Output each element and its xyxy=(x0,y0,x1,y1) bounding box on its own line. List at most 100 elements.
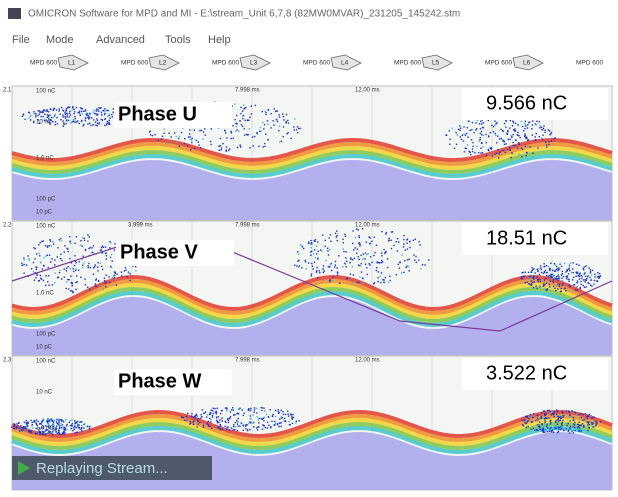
panel-id: 2.3 xyxy=(3,358,12,364)
pd-dot xyxy=(265,134,266,135)
pd-dot xyxy=(64,277,65,278)
pd-dot xyxy=(553,275,554,276)
pd-dot xyxy=(197,421,198,422)
pd-dot xyxy=(220,149,221,150)
pd-dot xyxy=(66,121,67,122)
pd-dot xyxy=(523,425,524,426)
pd-dot xyxy=(557,285,558,286)
pd-dot xyxy=(253,412,254,413)
pd-dot xyxy=(544,420,545,421)
pd-dot xyxy=(291,418,292,419)
status-text: Replaying Stream... xyxy=(36,460,168,477)
pd-dot xyxy=(352,283,353,284)
pd-dot xyxy=(56,117,57,118)
pd-dot xyxy=(472,122,473,123)
pd-dot xyxy=(243,425,244,426)
pd-dot xyxy=(41,111,42,112)
pd-dot xyxy=(95,113,96,114)
pd-dot xyxy=(535,140,536,141)
pd-dot xyxy=(36,253,37,254)
pd-dot xyxy=(553,282,554,283)
pd-dot xyxy=(41,422,42,423)
pd-dot xyxy=(268,417,269,418)
pd-dot xyxy=(330,234,331,235)
pd-dot xyxy=(321,250,322,251)
pd-dot xyxy=(475,122,476,123)
pd-dot xyxy=(235,131,236,132)
pd-dot xyxy=(524,133,525,134)
pd-dot xyxy=(109,118,110,119)
pd-dot xyxy=(225,407,226,408)
pd-dot xyxy=(95,279,96,280)
pd-dot xyxy=(566,425,567,426)
pd-dot xyxy=(581,417,582,418)
pd-dot xyxy=(526,423,527,424)
pd-dot xyxy=(599,273,600,274)
pd-dot xyxy=(89,123,90,124)
pd-dot xyxy=(562,411,563,412)
pd-dot xyxy=(89,117,90,118)
pd-dot xyxy=(247,119,248,120)
pd-dot xyxy=(235,123,236,124)
pd-dot xyxy=(591,285,592,286)
pd-dot xyxy=(49,245,50,246)
pd-dot xyxy=(526,152,527,153)
pd-dot xyxy=(294,118,295,119)
pd-dot xyxy=(512,134,513,135)
pd-dot xyxy=(566,278,567,279)
pd-dot xyxy=(408,266,409,267)
pd-dot xyxy=(414,260,415,261)
pd-dot xyxy=(150,134,151,135)
menu-item[interactable]: Advanced xyxy=(96,34,145,46)
pd-dot xyxy=(24,259,25,260)
pd-dot xyxy=(554,277,555,278)
pd-dot xyxy=(518,153,519,154)
pd-dot xyxy=(73,268,74,269)
pd-dot xyxy=(190,421,191,422)
pd-dot xyxy=(53,421,54,422)
device-button[interactable]: MPD 600 xyxy=(576,60,603,67)
pd-dot xyxy=(279,141,280,142)
pd-dot xyxy=(465,148,466,149)
menu-item[interactable]: Mode xyxy=(46,34,74,46)
pd-dot xyxy=(541,412,542,413)
pd-dot xyxy=(378,271,379,272)
menu-item[interactable]: Help xyxy=(208,34,231,46)
pd-dot xyxy=(578,424,579,425)
menu-item[interactable]: File xyxy=(12,34,30,46)
pd-dot xyxy=(533,287,534,288)
pd-dot xyxy=(588,275,589,276)
pd-dot xyxy=(580,428,581,429)
pd-dot xyxy=(574,427,575,428)
pd-dot xyxy=(532,135,533,136)
pd-dot xyxy=(377,281,378,282)
pd-dot xyxy=(19,428,20,429)
pd-dot xyxy=(569,286,570,287)
pd-dot xyxy=(590,284,591,285)
pd-dot xyxy=(250,408,251,409)
pd-dot xyxy=(556,269,557,270)
pd-dot xyxy=(106,255,107,256)
pd-dot xyxy=(47,255,48,256)
pd-dot xyxy=(58,422,59,423)
pd-dot xyxy=(101,253,102,254)
pd-dot xyxy=(526,427,527,428)
pd-dot xyxy=(234,429,235,430)
pd-dot xyxy=(572,262,573,263)
pd-dot xyxy=(428,259,429,260)
pd-dot xyxy=(511,136,512,137)
pd-dot xyxy=(588,422,589,423)
pd-dot xyxy=(115,279,116,280)
pd-dot xyxy=(313,253,314,254)
pd-dot xyxy=(58,277,59,278)
pd-dot xyxy=(25,428,26,429)
pd-dot xyxy=(80,245,81,246)
menu-item[interactable]: Tools xyxy=(165,34,191,46)
pd-dot xyxy=(11,427,12,428)
pd-dot xyxy=(56,420,57,421)
pd-dot xyxy=(191,138,192,139)
pd-dot xyxy=(288,122,289,123)
pd-dot xyxy=(310,251,311,252)
pd-dot xyxy=(589,424,590,425)
pd-dot xyxy=(176,136,177,137)
